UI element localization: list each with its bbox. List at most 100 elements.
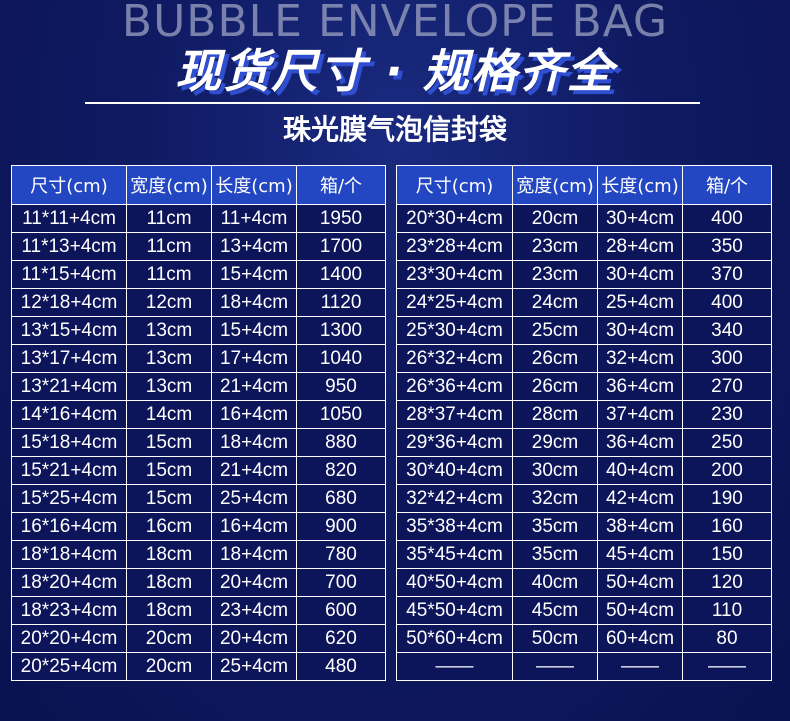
table-row: 35*38+4cm 35cm 38+4cm 160: [396, 512, 772, 541]
cell-size: 45*50+4cm: [396, 596, 513, 625]
cell-width: 20cm: [126, 652, 212, 681]
background-watermark-text: BUBBLE ENVELOPE BAG: [121, 0, 669, 47]
cell-length: 25+4cm: [597, 288, 683, 317]
cell-per-box: 680: [296, 484, 386, 513]
cell-width: 24cm: [512, 288, 598, 317]
cell-length: 36+4cm: [597, 372, 683, 401]
cell-length: 17+4cm: [211, 344, 297, 373]
cell-length: 38+4cm: [597, 512, 683, 541]
cell-length: 16+4cm: [211, 512, 297, 541]
cell-width: 32cm: [512, 484, 598, 513]
cell-length: 50+4cm: [597, 596, 683, 625]
table-row: 30*40+4cm 30cm 40+4cm 200: [396, 456, 772, 485]
cell-size: 29*36+4cm: [396, 428, 513, 457]
cell-width: 16cm: [126, 512, 212, 541]
cell-length: 30+4cm: [597, 316, 683, 345]
cell-length: 25+4cm: [211, 652, 297, 681]
cell-per-box: 160: [682, 512, 772, 541]
cell-per-box: 1040: [296, 344, 386, 373]
cell-size: 13*17+4cm: [11, 344, 127, 373]
cell-per-box: 1120: [296, 288, 386, 317]
cell-size: 28*37+4cm: [396, 400, 513, 429]
table-row: 32*42+4cm 32cm 42+4cm 190: [396, 484, 772, 513]
cell-per-box: 1950: [296, 204, 386, 233]
column-header-width: 宽度(cm): [512, 165, 598, 205]
cell-per-box: 150: [682, 540, 772, 569]
cell-width: 20cm: [512, 204, 598, 233]
table-row: 24*25+4cm 24cm 25+4cm 400: [396, 288, 772, 317]
cell-per-box: 1050: [296, 400, 386, 429]
table-row: 26*36+4cm 26cm 36+4cm 270: [396, 372, 772, 401]
cell-width: 23cm: [512, 260, 598, 289]
cell-per-box: 190: [682, 484, 772, 513]
cell-size: 40*50+4cm: [396, 568, 513, 597]
table-row: 18*18+4cm 18cm 18+4cm 780: [11, 540, 386, 569]
cell-size: 11*13+4cm: [11, 232, 127, 261]
cell-width: 15cm: [126, 484, 212, 513]
cell-size: 15*21+4cm: [11, 456, 127, 485]
cell-width: 26cm: [512, 344, 598, 373]
cell-length: 15+4cm: [211, 316, 297, 345]
cell-length: 20+4cm: [211, 568, 297, 597]
cell-width: 15cm: [126, 456, 212, 485]
cell-width: 13cm: [126, 372, 212, 401]
cell-size: 20*30+4cm: [396, 204, 513, 233]
cell-per-box: 600: [296, 596, 386, 625]
cell-length: 23+4cm: [211, 596, 297, 625]
column-header-size: 尺寸(cm): [11, 165, 127, 205]
table-row: 25*30+4cm 25cm 30+4cm 340: [396, 316, 772, 345]
table-row: 14*16+4cm 14cm 16+4cm 1050: [11, 400, 386, 429]
cell-per-box: 950: [296, 372, 386, 401]
cell-length: ——: [597, 652, 683, 681]
cell-length: 25+4cm: [211, 484, 297, 513]
cell-per-box: 1400: [296, 260, 386, 289]
column-header-per-box: 箱/个: [296, 165, 386, 205]
cell-size: 25*30+4cm: [396, 316, 513, 345]
cell-length: 40+4cm: [597, 456, 683, 485]
cell-per-box: 200: [682, 456, 772, 485]
cell-size: 15*18+4cm: [11, 428, 127, 457]
cell-size: 15*25+4cm: [11, 484, 127, 513]
table-row: 15*18+4cm 15cm 18+4cm 880: [11, 428, 386, 457]
cell-width: 30cm: [512, 456, 598, 485]
table-row: 50*60+4cm 50cm 60+4cm 80: [396, 624, 772, 653]
cell-per-box: 300: [682, 344, 772, 373]
cell-width: 23cm: [512, 232, 598, 261]
cell-length: 20+4cm: [211, 624, 297, 653]
cell-width: 35cm: [512, 512, 598, 541]
cell-length: 50+4cm: [597, 568, 683, 597]
cell-per-box: 270: [682, 372, 772, 401]
cell-width: ——: [512, 652, 598, 681]
cell-size: 50*60+4cm: [396, 624, 513, 653]
cell-per-box: 480: [296, 652, 386, 681]
cell-width: 14cm: [126, 400, 212, 429]
cell-size: 14*16+4cm: [11, 400, 127, 429]
cell-length: 18+4cm: [211, 428, 297, 457]
cell-size: 32*42+4cm: [396, 484, 513, 513]
cell-size: 23*30+4cm: [396, 260, 513, 289]
cell-width: 29cm: [512, 428, 598, 457]
cell-length: 28+4cm: [597, 232, 683, 261]
table-row: 11*15+4cm 11cm 15+4cm 1400: [11, 260, 386, 289]
cell-length: 32+4cm: [597, 344, 683, 373]
cell-length: 13+4cm: [211, 232, 297, 261]
cell-length: 21+4cm: [211, 456, 297, 485]
column-header-per-box: 箱/个: [682, 165, 772, 205]
cell-per-box: 120: [682, 568, 772, 597]
cell-per-box: 900: [296, 512, 386, 541]
table-row: 28*37+4cm 28cm 37+4cm 230: [396, 400, 772, 429]
page-title: 现货尺寸 · 规格齐全: [175, 44, 615, 98]
cell-length: 42+4cm: [597, 484, 683, 513]
cell-width: 28cm: [512, 400, 598, 429]
cell-width: 18cm: [126, 596, 212, 625]
product-subtitle: 珠光膜气泡信封袋: [282, 113, 507, 146]
table-row: 15*25+4cm 15cm 25+4cm 680: [11, 484, 386, 513]
cell-length: 16+4cm: [211, 400, 297, 429]
cell-width: 50cm: [512, 624, 598, 653]
cell-length: 15+4cm: [211, 260, 297, 289]
cell-size: 20*25+4cm: [11, 652, 127, 681]
cell-per-box: 880: [296, 428, 386, 457]
table-row: 20*30+4cm 20cm 30+4cm 400: [396, 204, 772, 233]
cell-size: 26*36+4cm: [396, 372, 513, 401]
cell-size: 24*25+4cm: [396, 288, 513, 317]
